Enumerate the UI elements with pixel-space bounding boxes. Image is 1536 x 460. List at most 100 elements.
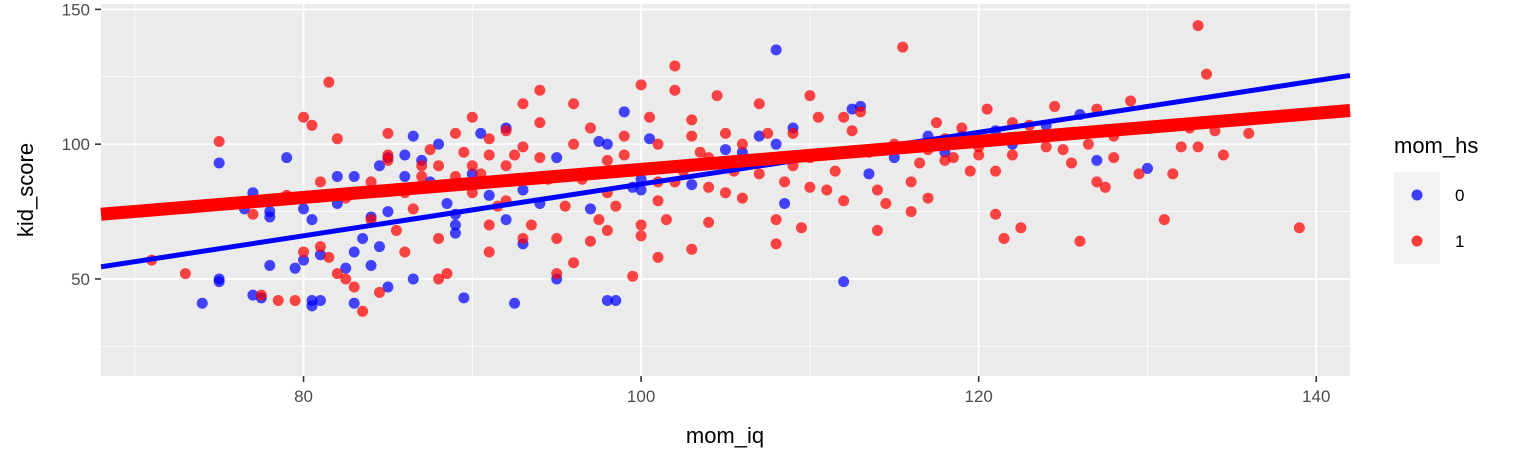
data-point-0 [264,211,276,223]
data-point-0 [382,206,394,218]
data-point-1 [500,160,512,172]
data-point-1 [914,157,926,169]
data-point-0 [517,184,529,196]
data-point-0 [500,214,512,226]
y-axis: 50 100 150 [62,0,101,289]
data-point-1 [635,230,647,242]
data-point-1 [686,243,698,255]
data-point-1 [669,60,681,72]
data-point-1 [711,90,723,102]
data-point-0 [644,133,656,145]
data-point-0 [779,197,791,209]
data-point-0 [466,168,478,180]
data-point-1 [568,98,580,110]
data-point-1 [517,233,529,245]
data-point-1 [179,268,191,280]
data-point-1 [1201,68,1213,80]
data-point-1 [500,125,512,137]
fit-line-0 [100,72,1351,270]
data-point-0 [314,249,326,261]
data-point-0 [449,227,461,239]
data-point-1 [1243,127,1255,139]
data-point-1 [348,281,360,293]
data-point-1 [247,208,259,220]
data-point-0 [551,152,563,164]
data-point-1 [365,176,377,188]
data-point-1 [905,176,917,188]
data-point-1 [635,219,647,231]
data-point-1 [627,270,639,282]
data-point-1 [1074,235,1086,247]
data-point-1 [382,149,394,161]
data-point-0 [365,259,377,271]
data-point-0 [441,197,453,209]
data-point-1 [821,184,833,196]
data-point-0 [281,152,293,164]
data-point-1 [736,192,748,204]
data-point-1 [770,214,782,226]
y-tick-label: 150 [62,0,90,19]
data-point-1 [407,203,419,215]
data-point-1 [483,246,495,258]
data-point-1 [483,149,495,161]
data-point-1 [601,154,613,166]
data-point-1 [795,222,807,234]
data-point-1 [331,133,343,145]
data-point-1 [1040,141,1052,153]
data-point-1 [703,181,715,193]
data-point-1 [686,114,698,126]
data-point-0 [306,300,318,312]
data-point-0 [298,254,310,266]
data-point-0 [314,295,326,307]
data-point-1 [314,241,326,253]
data-point-0 [635,184,647,196]
data-point-0 [348,246,360,258]
data-point-1 [551,233,563,245]
data-point-1 [635,79,647,91]
data-point-1 [1006,149,1018,161]
data-point-1 [551,268,563,280]
x-axis-title: mom_iq [686,423,764,448]
data-point-1 [331,268,343,280]
data-point-1 [804,181,816,193]
data-point-1 [449,127,461,139]
data-point-1 [601,224,613,236]
data-point-0 [509,297,521,309]
y-tick-label: 100 [62,135,90,154]
data-point-1 [390,224,402,236]
data-point-1 [838,195,850,207]
data-point-1 [652,195,664,207]
data-point-1 [1158,214,1170,226]
data-point-0 [846,103,858,115]
data-point-0 [753,130,765,142]
data-point-1 [441,268,453,280]
data-point-0 [407,273,419,285]
data-point-1 [1293,222,1305,234]
data-point-1 [947,152,959,164]
y-axis-title: kid_score [13,143,38,237]
data-point-1 [871,184,883,196]
data-point-1 [669,84,681,96]
data-point-1 [517,98,529,110]
data-point-1 [804,90,816,102]
x-tick-label: 120 [964,387,992,406]
data-point-0 [838,276,850,288]
data-point-0 [289,262,301,274]
data-point-1 [973,149,985,161]
data-point-0 [593,135,605,147]
data-point-1 [1192,20,1204,32]
data-point-0 [298,203,310,215]
data-point-0 [475,127,487,139]
data-point-1 [1082,138,1094,150]
data-point-1 [483,219,495,231]
data-point-1 [1057,144,1069,156]
data-point-1 [314,176,326,188]
fit-lines [100,72,1351,270]
data-point-1 [720,187,731,199]
data-point-1 [779,176,791,188]
x-tick-label: 80 [294,387,313,406]
data-point-0 [1091,154,1103,166]
data-point-0 [433,138,445,150]
data-point-0 [407,130,419,142]
legend: mom_hs 0 1 [1394,133,1478,264]
